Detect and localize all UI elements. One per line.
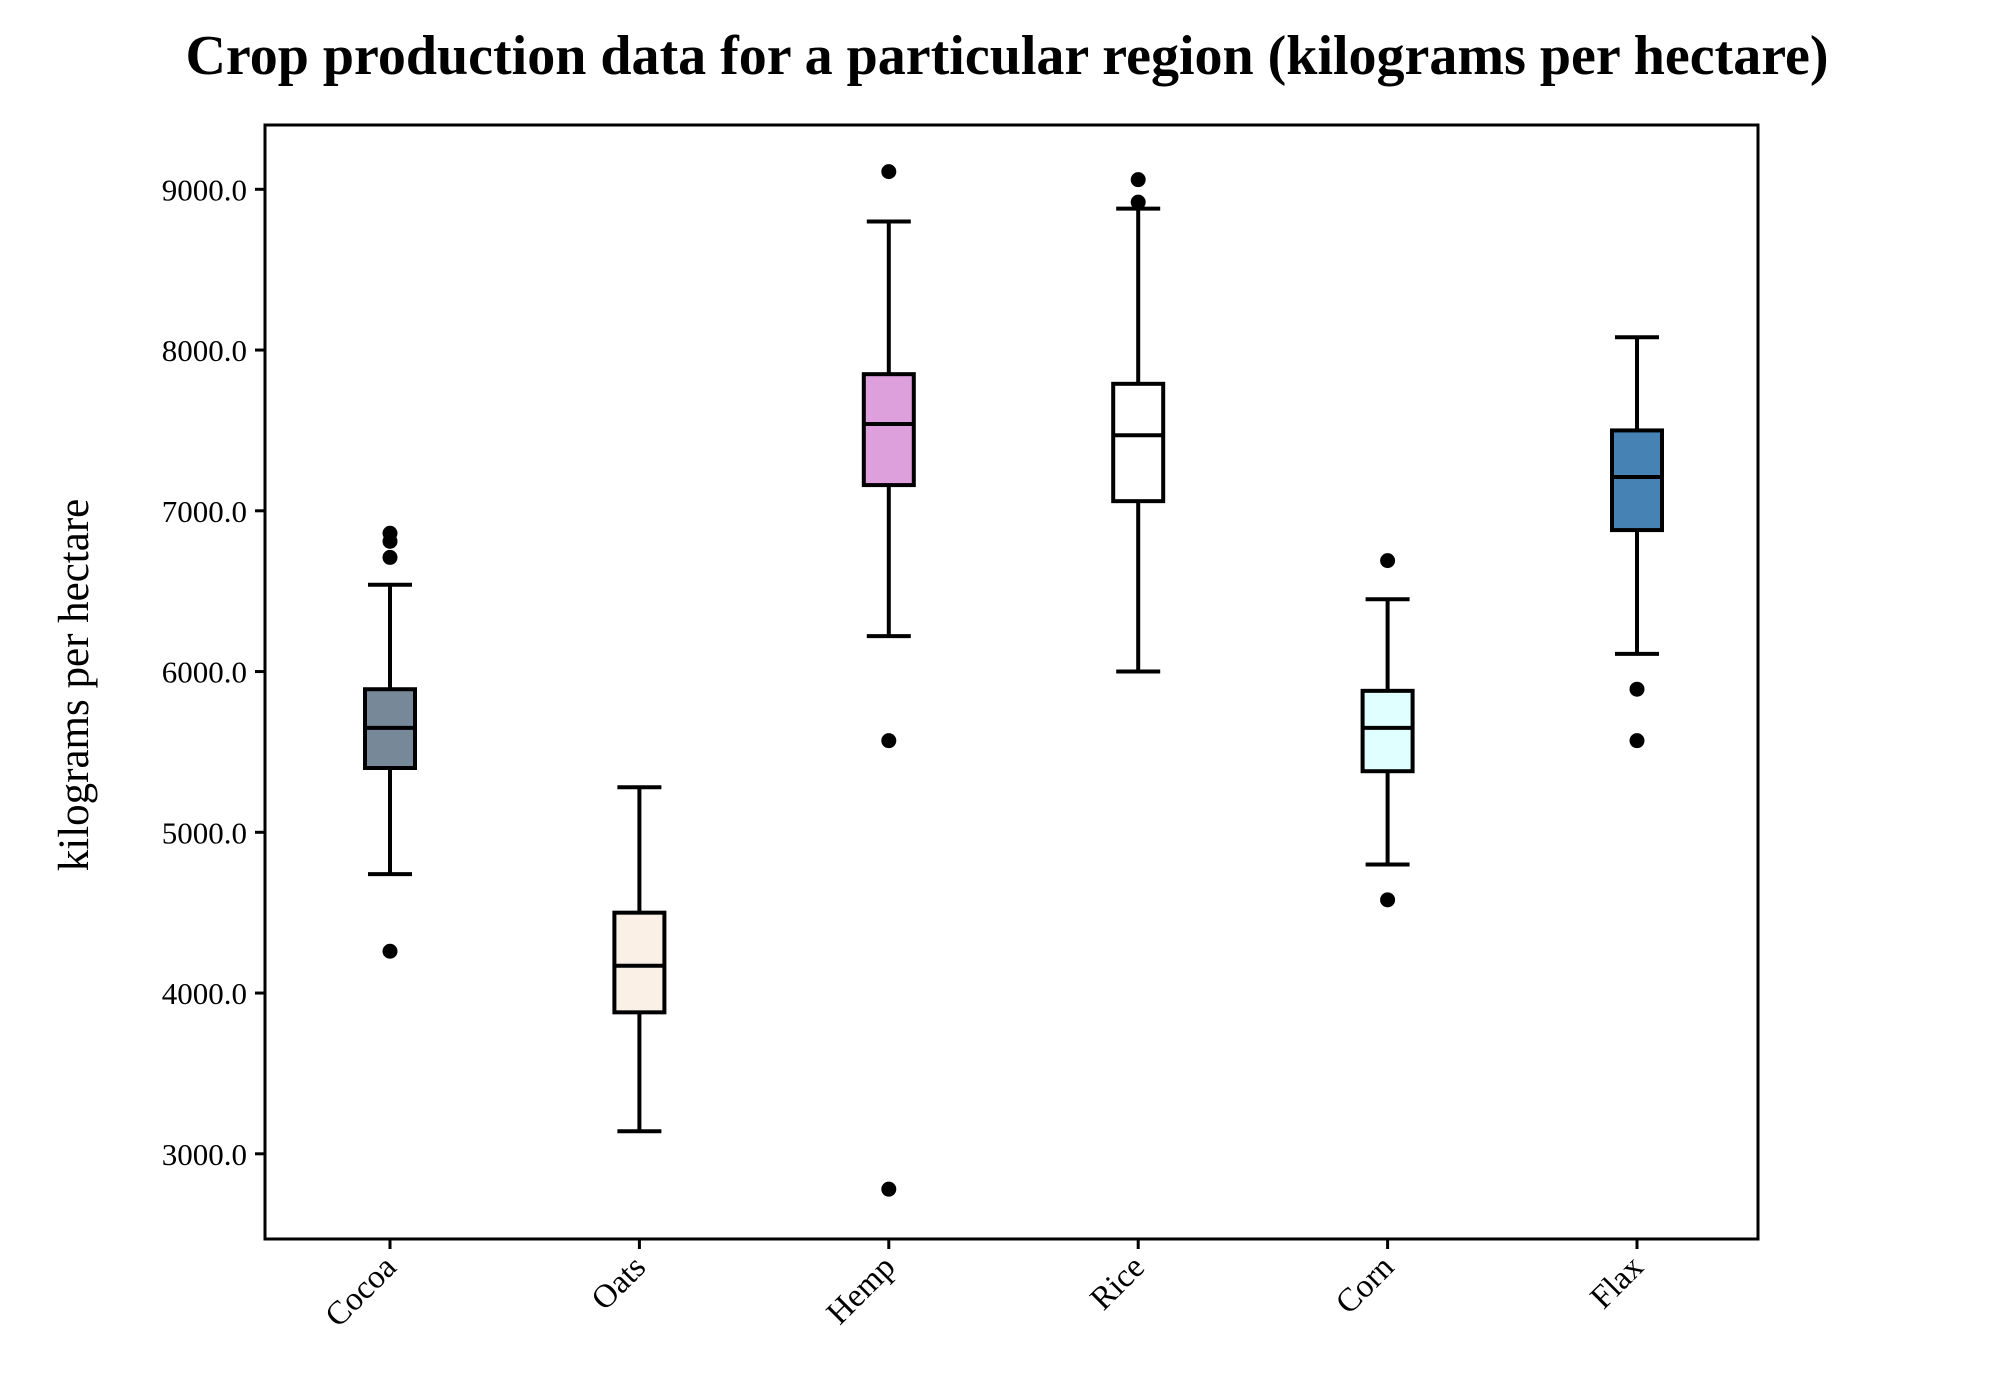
- outlier-point: [1629, 733, 1645, 749]
- box-group-cocoa: [363, 525, 417, 959]
- box-body: [1610, 428, 1664, 533]
- y-axis: 3000.0 4000.0 5000.0 6000.0 7000.0 8000.0 9000…: [162, 172, 265, 1172]
- box-group-oats: [612, 785, 667, 1134]
- y-tick-label: 4000.0: [162, 976, 247, 1011]
- boxes-layer: [363, 164, 1664, 1197]
- x-tick-label: Cocoa: [319, 1249, 404, 1334]
- y-tick-label: 6000.0: [162, 655, 247, 690]
- box-group-rice: [1111, 172, 1166, 674]
- box-body: [1111, 381, 1166, 504]
- x-tick-label: Oats: [585, 1249, 653, 1317]
- box-body: [1360, 688, 1415, 774]
- outlier-point: [1130, 172, 1146, 188]
- outlier-point: [881, 1181, 897, 1197]
- y-axis-label: kilograms per hectare: [51, 499, 98, 872]
- y-tick-label: 9000.0: [162, 172, 247, 207]
- x-tick-label: Corn: [1329, 1249, 1401, 1321]
- outlier-point: [881, 733, 897, 749]
- outlier-point: [1380, 892, 1396, 908]
- box-body: [861, 372, 916, 488]
- box-group-corn: [1360, 553, 1415, 908]
- outlier-point: [1130, 194, 1146, 210]
- x-tick-label: Hemp: [820, 1249, 902, 1331]
- y-tick-label: 5000.0: [162, 815, 247, 850]
- outlier-point: [1380, 553, 1396, 569]
- box-group-hemp: [861, 164, 916, 1197]
- x-tick-label: Flax: [1584, 1249, 1651, 1316]
- outlier-point: [382, 525, 398, 541]
- outlier-point: [881, 164, 897, 180]
- outlier-point: [382, 943, 398, 959]
- y-tick-label: 3000.0: [162, 1137, 247, 1172]
- x-axis: Cocoa Oats Hemp Rice Corn Flax: [319, 1239, 1651, 1334]
- plot-area-frame: [263, 123, 1760, 1241]
- y-tick-label: 8000.0: [162, 333, 247, 368]
- outlier-point: [382, 549, 398, 565]
- chart-title: Crop production data for a particular re…: [185, 25, 1828, 87]
- box-body: [612, 910, 667, 1015]
- outlier-point: [1629, 681, 1645, 697]
- box-group-flax: [1610, 335, 1664, 749]
- y-tick-label: 7000.0: [162, 494, 247, 529]
- x-tick-label: Rice: [1084, 1249, 1152, 1317]
